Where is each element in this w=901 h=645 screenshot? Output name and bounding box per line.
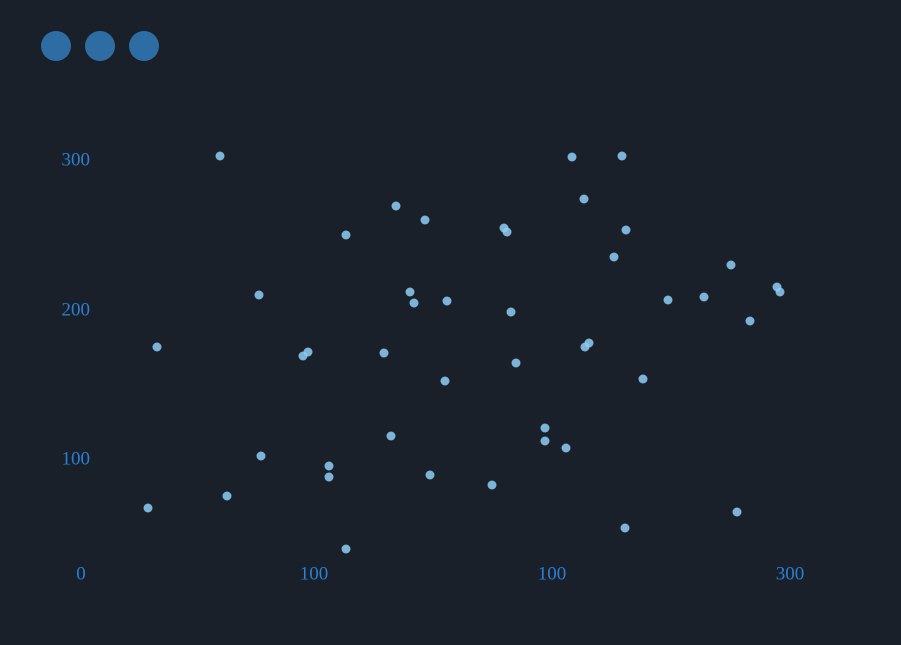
data-point[interactable] [215,151,225,161]
data-point[interactable] [341,544,351,554]
data-point[interactable] [561,443,571,453]
data-point[interactable] [440,376,450,386]
data-point[interactable] [391,201,401,211]
data-point[interactable] [621,225,631,235]
x-axis-tick-label: 300 [775,563,805,585]
header-dot-1[interactable] [41,31,71,61]
header-dot-row [0,0,901,92]
data-point[interactable] [609,252,619,262]
data-point[interactable] [620,523,630,533]
data-point[interactable] [726,260,736,270]
data-point[interactable] [341,230,351,240]
data-point[interactable] [254,290,264,300]
data-point[interactable] [567,152,577,162]
data-point[interactable] [324,461,334,471]
data-point[interactable] [699,292,709,302]
x-axis-tick-label: 100 [299,563,329,585]
data-point[interactable] [420,215,430,225]
data-point[interactable] [386,431,396,441]
data-point[interactable] [303,347,313,357]
data-point[interactable] [579,194,589,204]
header-dot-3[interactable] [129,31,159,61]
data-point[interactable] [663,295,673,305]
data-point[interactable] [379,348,389,358]
data-point[interactable] [222,491,232,501]
y-axis-tick-label: 100 [61,448,91,470]
data-point[interactable] [506,307,516,317]
data-point[interactable] [540,423,550,433]
data-point[interactable] [425,470,435,480]
data-point[interactable] [152,342,162,352]
data-point-group [143,151,785,554]
header-dot-2[interactable] [85,31,115,61]
x-axis-tick-label: 100 [537,563,567,585]
data-point[interactable] [487,480,497,490]
data-point[interactable] [511,358,521,368]
y-axis-tick-label: 300 [61,149,91,171]
y-axis-tick-label: 200 [61,299,91,321]
data-point[interactable] [502,227,512,237]
data-point[interactable] [143,503,153,513]
data-point[interactable] [256,451,266,461]
data-point[interactable] [442,296,452,306]
data-point[interactable] [732,507,742,517]
x-axis-tick-label: 0 [76,563,86,585]
data-point[interactable] [409,298,419,308]
data-point[interactable] [324,472,334,482]
data-point[interactable] [745,316,755,326]
data-point[interactable] [540,436,550,446]
data-point[interactable] [617,151,627,161]
data-point[interactable] [775,287,785,297]
data-point[interactable] [638,374,648,384]
data-point[interactable] [584,338,594,348]
data-point[interactable] [405,287,415,297]
